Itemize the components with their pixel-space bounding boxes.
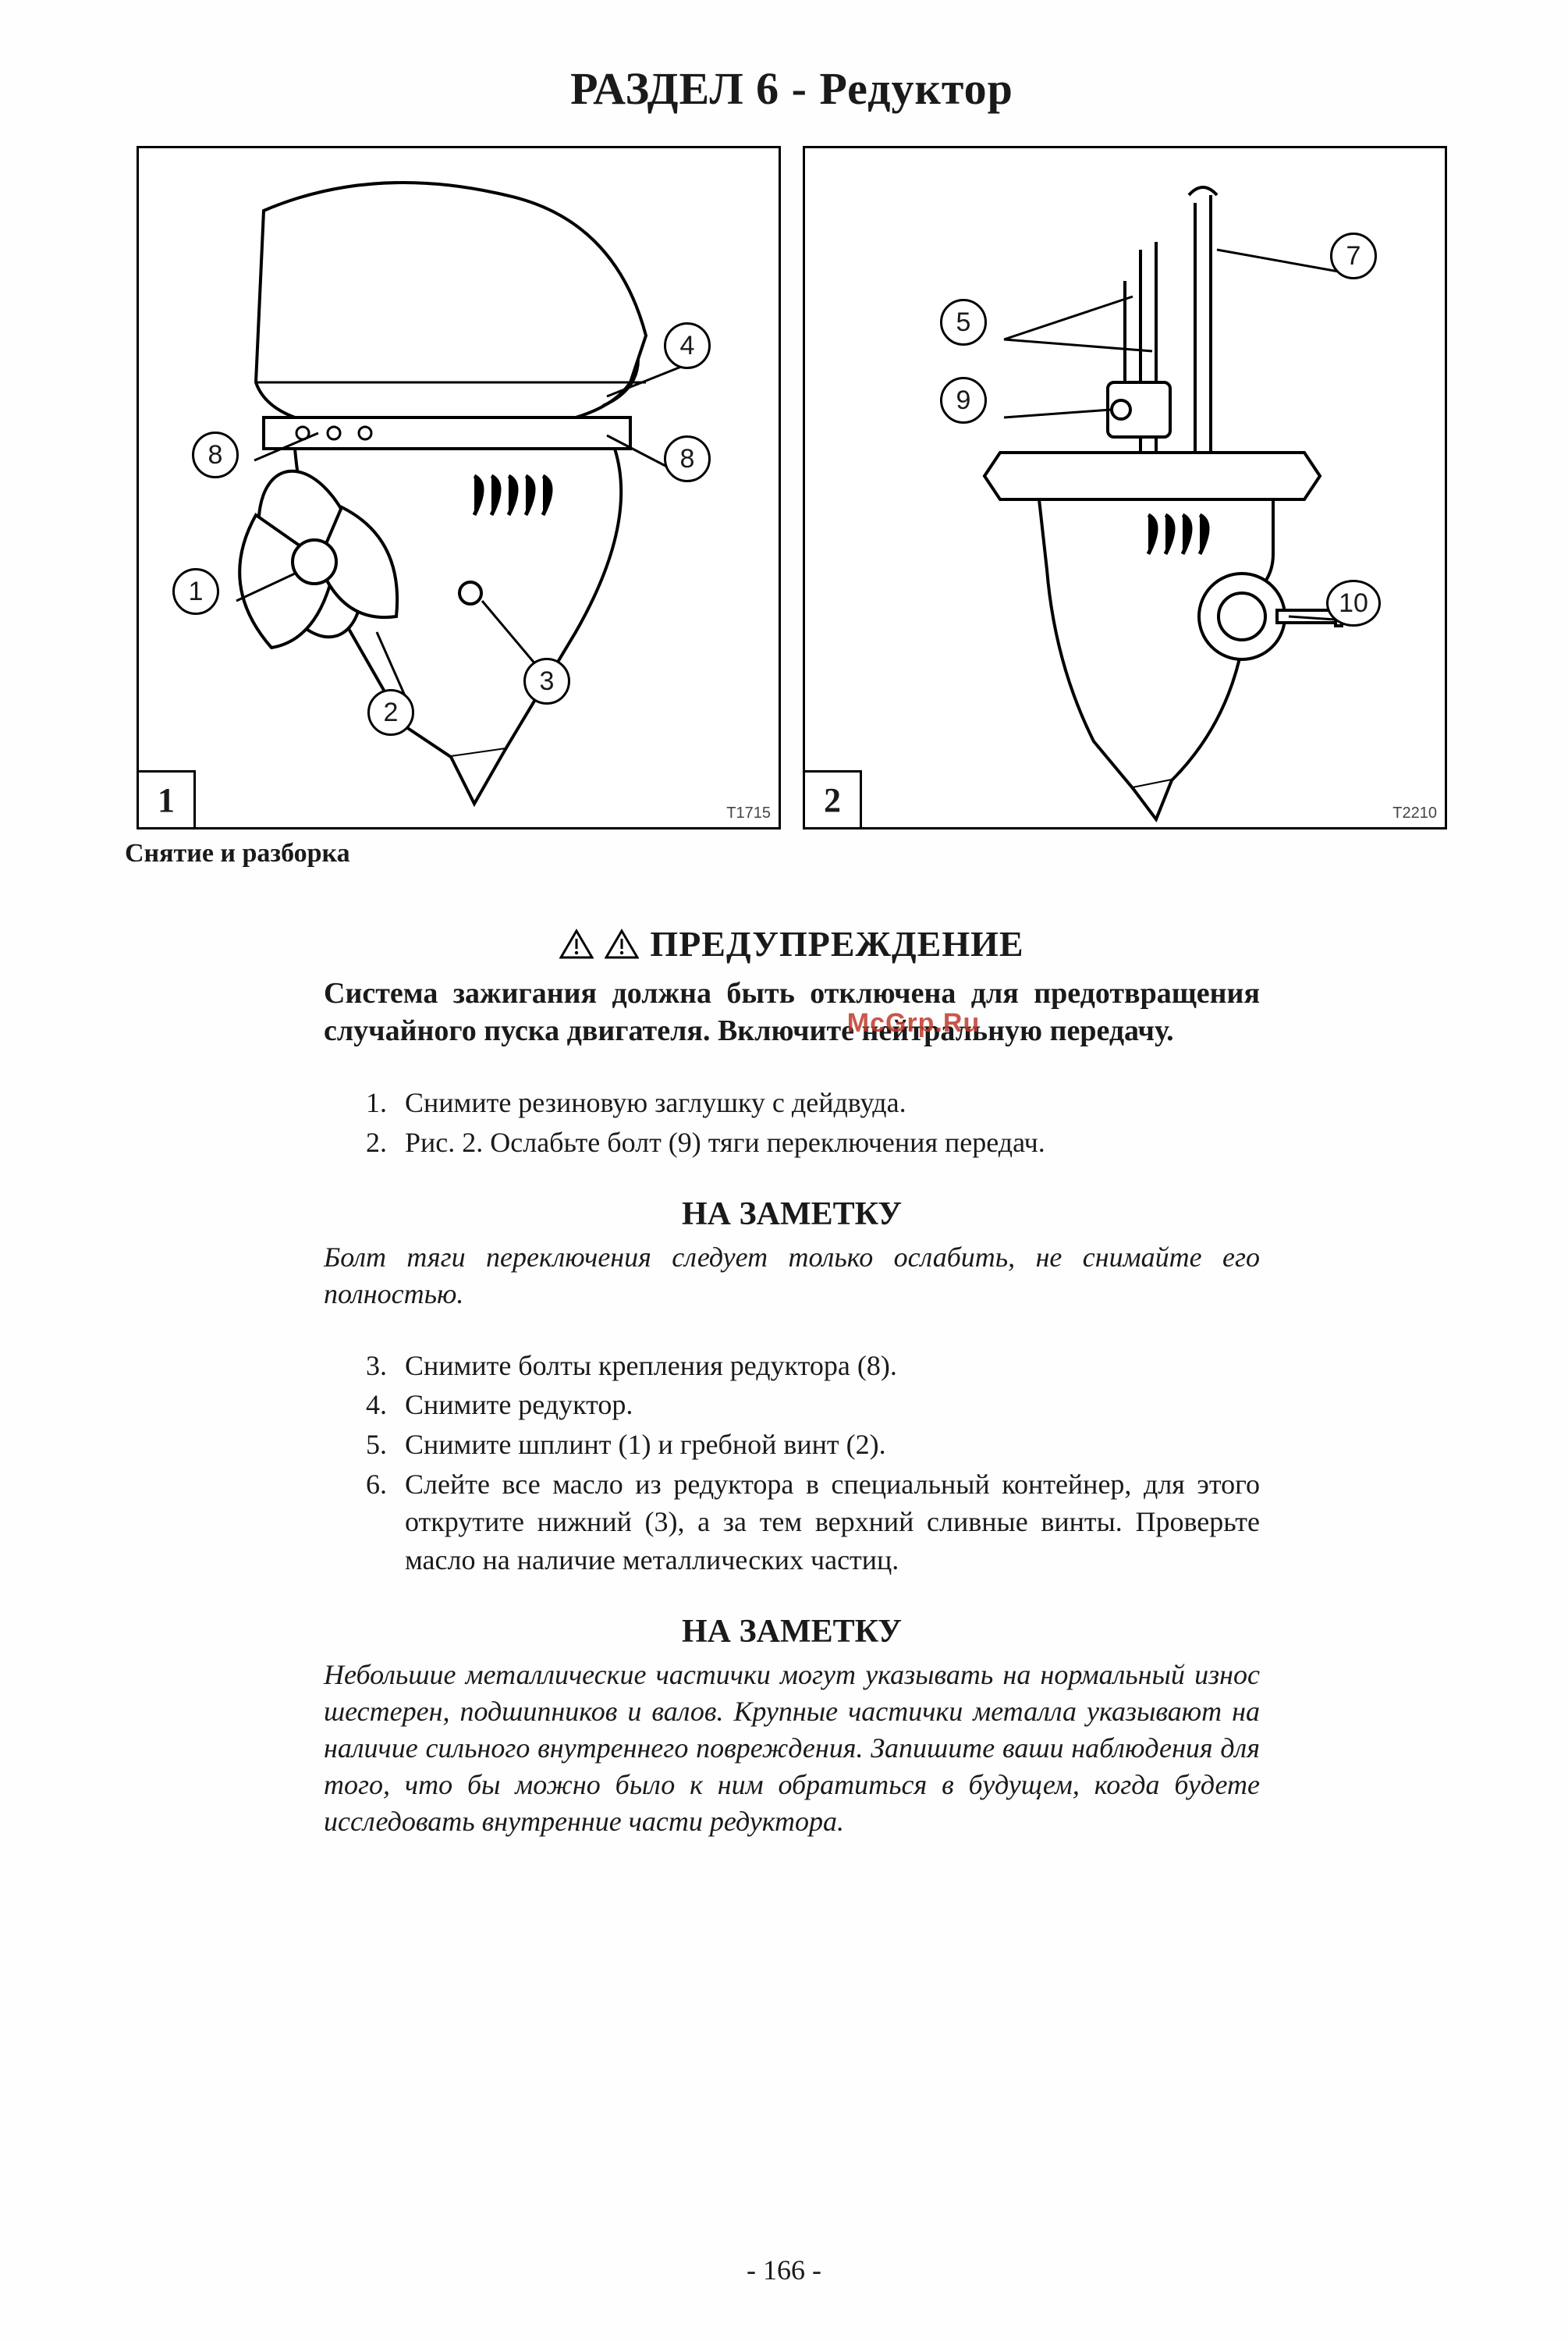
callout-1: 1	[172, 568, 219, 615]
figure-1-code: T1715	[726, 805, 771, 822]
steps-list-1: Снимите резиновую заглушку с дейдвуда. Р…	[324, 1084, 1260, 1161]
callout-8: 8	[192, 432, 239, 478]
figure-1-number: 1	[137, 770, 196, 829]
callout-2: 2	[367, 689, 414, 736]
callout-10: 10	[1326, 580, 1381, 627]
body-block: ПРЕДУПРЕЖДЕНИЕ McGrp.Ru Система зажигани…	[324, 923, 1260, 1839]
steps-list-2: Снимите болты крепления редуктора (8). С…	[324, 1347, 1260, 1579]
list-item: Рис. 2. Ослабьте болт (9) тяги переключе…	[394, 1124, 1260, 1162]
warning-icon	[605, 929, 639, 960]
figure-caption: Снятие и разборка	[125, 839, 1459, 869]
page-title: РАЗДЕЛ 6 - Редуктор	[125, 62, 1459, 115]
page: РАЗДЕЛ 6 - Редуктор	[0, 0, 1568, 2341]
note-1-heading: НА ЗАМЕТКУ	[324, 1195, 1260, 1233]
note-2-heading: НА ЗАМЕТКУ	[324, 1613, 1260, 1650]
callout-9: 9	[940, 377, 987, 424]
callout-7: 7	[1330, 233, 1377, 279]
list-item: Слейте все масло из редуктора в специаль…	[394, 1465, 1260, 1579]
figure-panel-1: 4 8 8 1 2 3 1 T1715	[137, 146, 781, 829]
watermark-text: McGrp.Ru	[847, 1007, 980, 1040]
warning-heading: ПРЕДУПРЕЖДЕНИЕ	[324, 923, 1260, 964]
note-1-body: Болт тяги переключения следует только ос…	[324, 1239, 1260, 1313]
warning-icon	[559, 929, 594, 960]
warning-text-b: пуска	[484, 1014, 559, 1047]
note-2-body: Небольшие металлические частички могут у…	[324, 1657, 1260, 1839]
list-item: Снимите болты крепления редуктора (8).	[394, 1347, 1260, 1385]
page-number: - 166 -	[0, 2254, 1568, 2286]
figure-1-drawing	[139, 148, 779, 827]
list-item: Снимите редуктор.	[394, 1386, 1260, 1424]
callout-5: 5	[940, 299, 987, 346]
callout-8b: 8	[664, 435, 711, 482]
figure-panel-2: 7 5 9 10 2 T2210	[803, 146, 1447, 829]
warning-heading-text: ПРЕДУПРЕЖДЕНИЕ	[650, 923, 1023, 964]
callout-3: 3	[523, 658, 570, 705]
figure-row: 4 8 8 1 2 3 1 T1715	[125, 146, 1459, 829]
list-item: Снимите резиновую заглушку с дейдвуда.	[394, 1084, 1260, 1122]
callout-4: 4	[664, 322, 711, 369]
list-item: Снимите шплинт (1) и гребной винт (2).	[394, 1426, 1260, 1464]
warning-paragraph: McGrp.Ru Система зажигания должна быть о…	[324, 975, 1260, 1050]
figure-2-code: T2210	[1392, 805, 1437, 822]
figure-2-number: 2	[803, 770, 862, 829]
